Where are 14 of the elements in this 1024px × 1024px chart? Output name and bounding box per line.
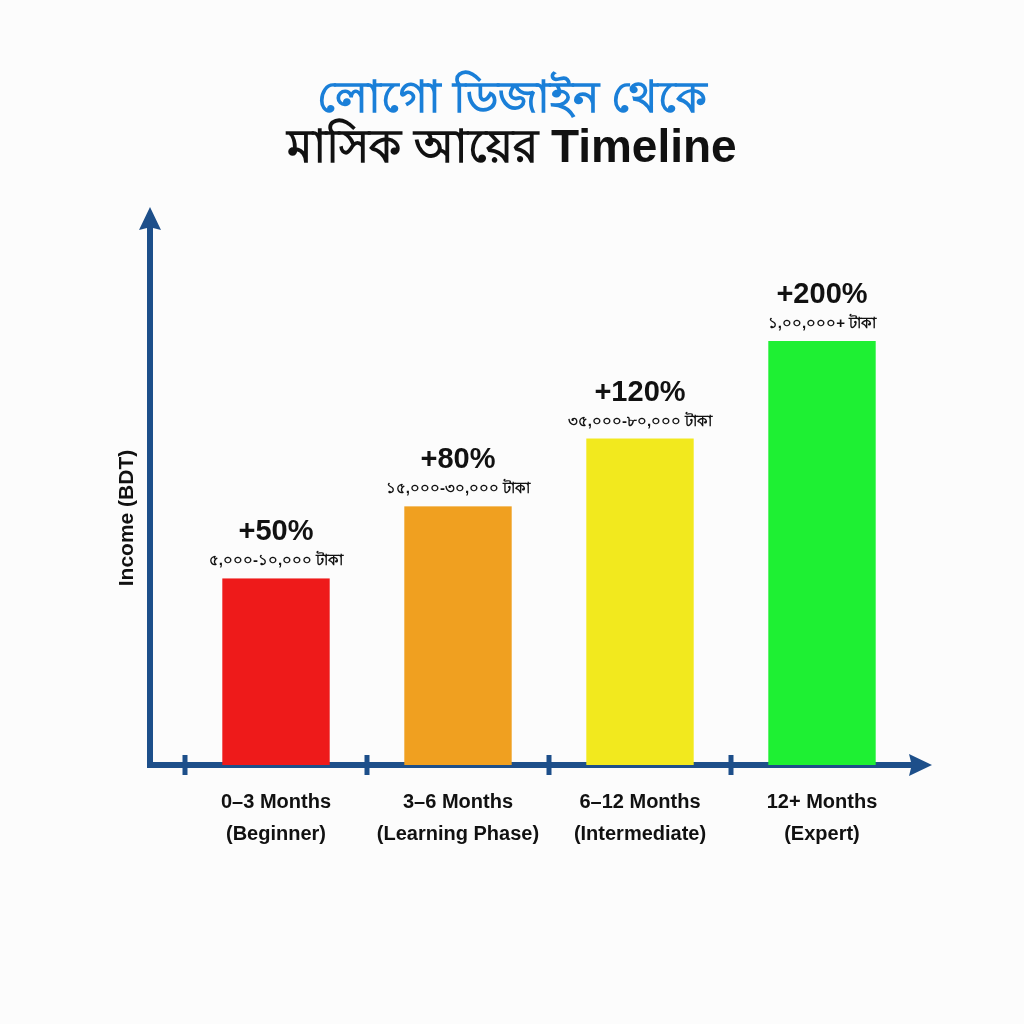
- annotation: +120% ৩৫,০০০-৮০,০০০ টাকা: [567, 374, 714, 429]
- bar: [404, 506, 512, 765]
- bar: [768, 341, 876, 765]
- chart-subtitle: মাসিক আয়ের Timeline: [285, 118, 737, 172]
- x-tick-label: 0–3 Months (Beginner): [220, 790, 332, 844]
- annotation: +200% ১,০০,০০০+ টাকা: [767, 277, 878, 331]
- annotation: +80% ১৫,০০০-৩০,০০০ টাকা: [385, 442, 532, 497]
- annotation: +50% ৫,০০০-১০,০০০ টাকা: [208, 514, 345, 569]
- bar: [586, 438, 694, 765]
- x-tick-label: 6–12 Months (Intermediate): [573, 790, 707, 844]
- bar: [222, 578, 330, 765]
- x-tick-label: 12+ Months (Expert): [766, 790, 878, 844]
- y-axis-title: Income (BDT): [114, 449, 137, 587]
- x-tick-label: 3–6 Months (Learning Phase): [376, 790, 540, 844]
